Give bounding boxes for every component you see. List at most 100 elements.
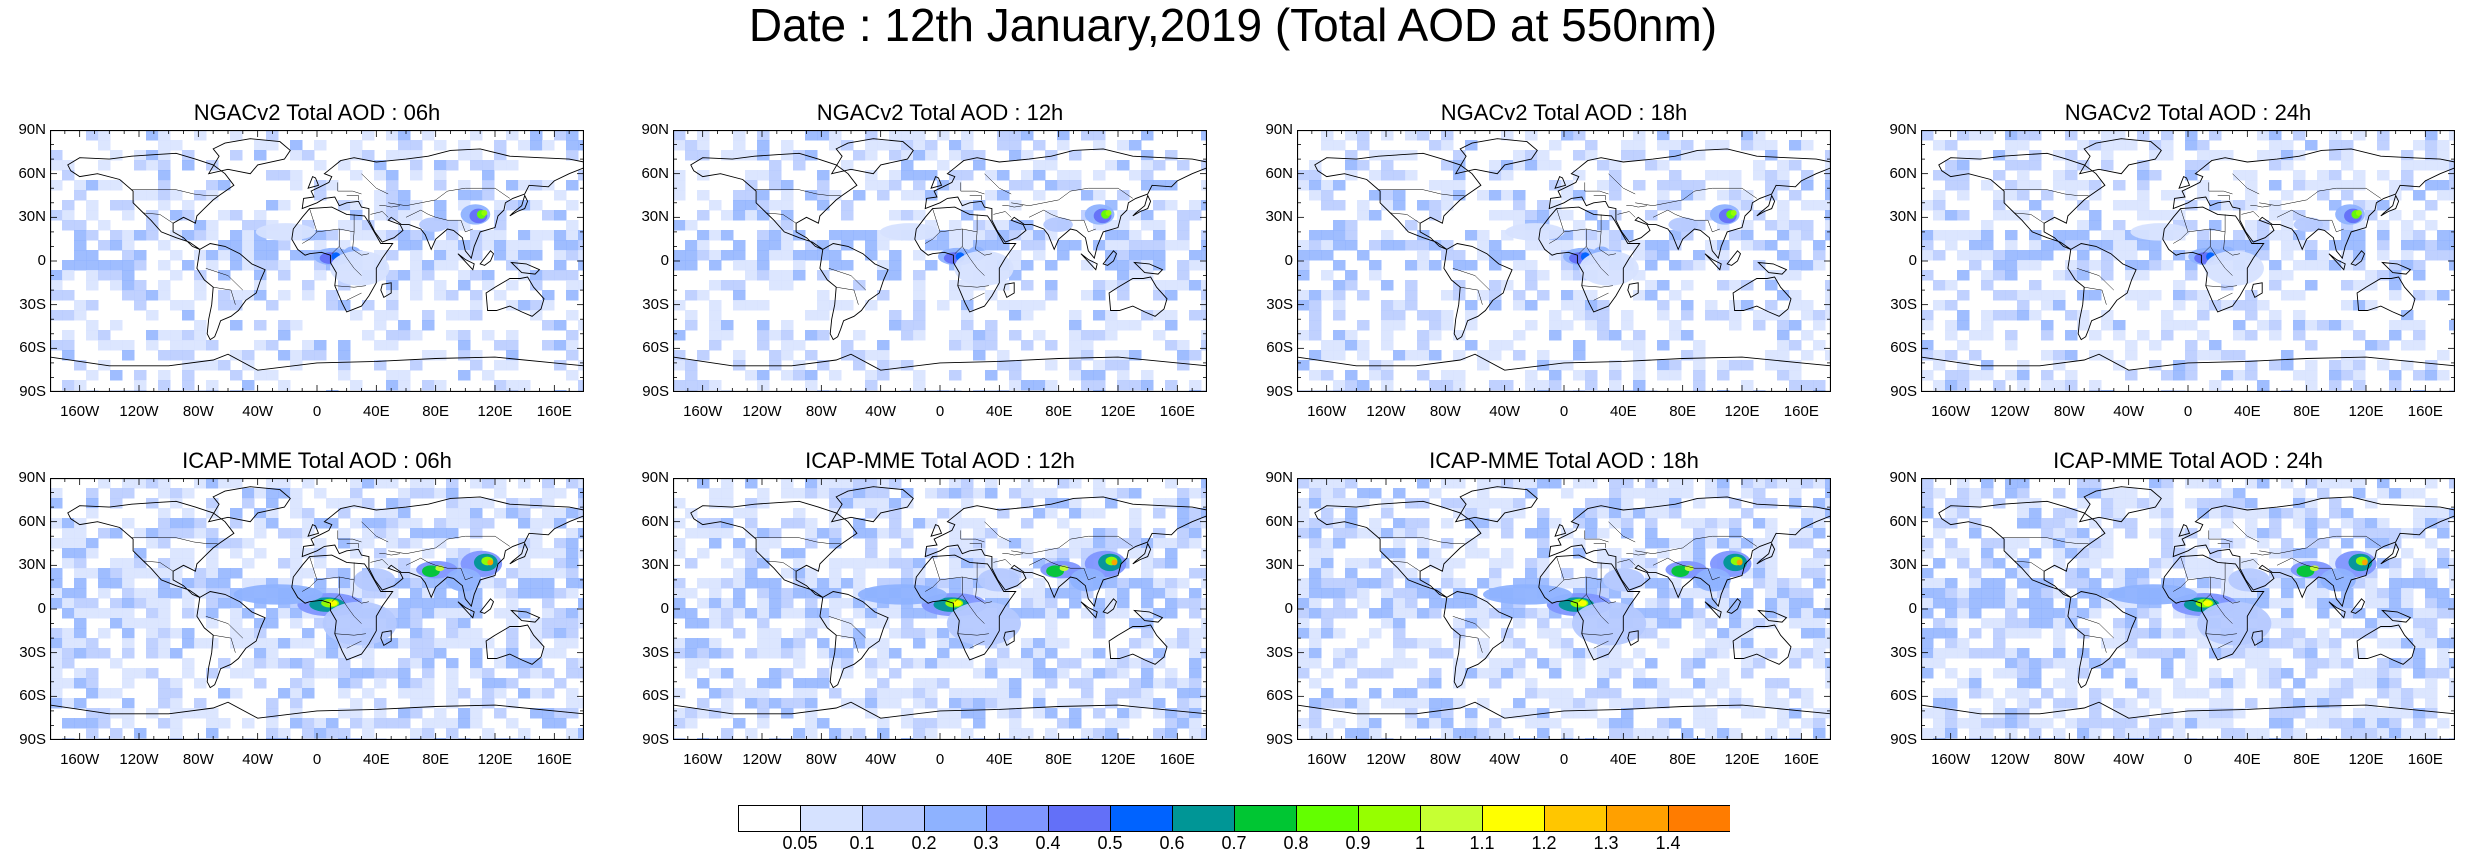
lat-tick-label: 60S [19,687,46,705]
lat-tick-label: 30N [641,556,669,574]
panel-title: ICAP-MME Total AOD : 18h [1429,448,1699,473]
lon-tick-label: 80W [2053,751,2085,768]
colorbar-swatch [738,805,801,832]
lat-tick-label: 30N [1889,208,1917,226]
lat-tick-label: 60N [18,512,46,530]
lat-tick-label: 90N [641,469,669,486]
lat-tick-label: 30S [1266,643,1293,661]
lon-tick-label: 40W [242,403,274,420]
panel-title: NGACv2 Total AOD : 24h [2064,100,2312,125]
lon-tick-label: 160W [683,403,723,420]
lat-tick-label: 60S [1266,687,1293,705]
panel-title: ICAP-MME Total AOD : 12h [805,448,1075,473]
colorbar-tick-label: 0.1 [849,833,875,853]
aod-colorbar [738,805,1730,832]
lon-tick-label: 160W [1931,751,1971,768]
lon-tick-label: 0 [312,751,322,768]
lon-tick-label: 120E [1100,403,1136,420]
lat-tick-label: 0 [1284,252,1293,269]
lat-tick-label: 90S [19,383,46,400]
lon-tick-label: 0 [2183,751,2193,768]
colorbar-tick-label: 1.1 [1469,833,1495,853]
lon-tick-label: 120W [119,751,159,768]
colorbar-swatch [1606,805,1669,832]
colorbar-swatch [1358,805,1421,832]
colorbar-tick-label: 0.3 [973,833,999,853]
aod-map [673,130,1207,392]
lon-tick-label: 120E [1724,403,1760,420]
lon-tick-label: 80W [805,403,837,420]
lon-tick-label: 160E [536,751,572,768]
lat-tick-label: 0 [1284,600,1293,617]
lon-tick-label: 80W [182,751,214,768]
lon-tick-label: 160E [536,403,572,420]
lon-tick-label: 80W [805,751,837,768]
aod-map [50,478,584,740]
lat-tick-label: 30N [1889,556,1917,574]
lat-tick-label: 30S [19,643,46,661]
lat-tick-label: 60S [1890,339,1917,357]
lat-tick-label: 60S [642,687,669,705]
lon-tick-label: 120E [477,751,513,768]
colorbar-tick-label: 0.8 [1283,833,1309,853]
lat-tick-label: 30N [18,208,46,226]
lon-tick-label: 40W [242,751,274,768]
lon-tick-label: 120W [1990,403,2030,420]
lon-tick-label: 0 [935,403,945,420]
lat-tick-label: 0 [660,252,669,269]
lon-tick-label: 160W [1307,751,1347,768]
colorbar-tick-label: 0.05 [782,833,818,853]
lon-tick-label: 40W [2113,403,2145,420]
lat-tick-label: 0 [37,600,46,617]
lat-tick-label: 0 [660,600,669,617]
lon-tick-label: 80E [2293,751,2320,768]
lon-tick-label: 0 [312,403,322,420]
lon-tick-label: 40W [865,751,897,768]
lat-tick-label: 90N [1265,121,1293,138]
lat-tick-label: 90N [1889,469,1917,486]
colorbar-swatch [862,805,925,832]
lat-tick-label: 0 [1908,600,1917,617]
colorbar-swatch [1544,805,1607,832]
lat-tick-label: 90N [18,121,46,138]
lon-tick-label: 120W [1990,751,2030,768]
lon-tick-label: 40E [362,751,390,768]
lat-tick-label: 30S [1266,295,1293,313]
lon-tick-label: 120W [119,403,159,420]
panel-title: ICAP-MME Total AOD : 06h [182,448,452,473]
lon-tick-label: 160E [1783,403,1819,420]
colorbar-swatch [924,805,987,832]
colorbar-swatch [1110,805,1173,832]
lat-tick-label: 60S [642,339,669,357]
lon-tick-label: 80E [1045,403,1072,420]
map-panel: NGACv2 Total AOD : 06h 90N 60N 30N 0 30S 60S 90… [18,100,584,420]
lon-tick-label: 160W [1307,403,1347,420]
lon-tick-label: 120E [1724,751,1760,768]
aod-map [1297,130,1831,392]
lon-tick-label: 80E [2293,403,2320,420]
map-panel: NGACv2 Total AOD : 24h 90N 60N 30N 0 30S 60S 90… [1889,100,2455,420]
lat-tick-label: 90N [1265,469,1293,486]
lon-tick-label: 160W [60,751,100,768]
lat-tick-label: 60N [641,164,669,182]
lat-tick-label: 60N [18,164,46,182]
lat-tick-label: 60N [1889,164,1917,182]
colorbar-swatch [1234,805,1297,832]
lon-tick-label: 160W [1931,403,1971,420]
colorbar-tick-label: 0.4 [1035,833,1061,853]
lat-tick-label: 90S [1890,731,1917,748]
lon-tick-label: 80W [1429,403,1461,420]
aod-map [673,478,1207,740]
lat-tick-label: 30N [641,208,669,226]
lon-tick-label: 120E [1100,751,1136,768]
map-panel: ICAP-MME Total AOD : 06h 90N 60N 30N 0 30S 60S… [18,448,584,768]
lat-tick-label: 30N [18,556,46,574]
lon-tick-label: 160W [683,751,723,768]
lon-tick-label: 80E [422,751,449,768]
lon-tick-label: 0 [1559,751,1569,768]
lon-tick-label: 40E [2233,403,2261,420]
lat-tick-label: 60N [641,512,669,530]
colorbar-tick-label: 0.5 [1097,833,1123,853]
lat-tick-label: 90S [642,731,669,748]
lat-tick-label: 90S [1266,383,1293,400]
